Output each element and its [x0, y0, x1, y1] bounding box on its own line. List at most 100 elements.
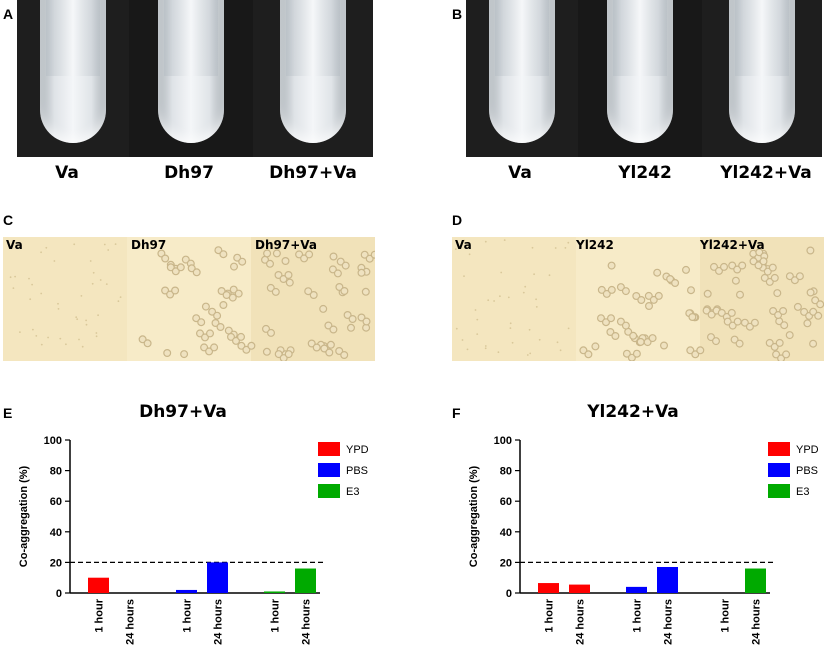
yeast-cell — [237, 341, 246, 350]
yeast-cell — [171, 286, 180, 295]
bacteria-dot — [12, 287, 15, 289]
yeast-cell — [181, 255, 190, 264]
bar — [745, 568, 766, 593]
yeast-cell — [740, 318, 749, 327]
bacteria-dot — [455, 327, 458, 330]
x-tick-label: 24 hours — [301, 599, 313, 645]
legend-label: E3 — [796, 486, 809, 498]
co-aggregation-chart-e: Co-aggregation (%) 0 20 40 60 80 100 1 hour 24 h… — [18, 435, 369, 645]
bacteria-dot — [484, 240, 487, 243]
y-tick-label: 0 — [506, 588, 512, 600]
yeast-cell — [348, 314, 357, 323]
yeast-cell — [765, 338, 774, 347]
yeast-cell — [309, 290, 318, 299]
yeast-cell — [790, 276, 799, 285]
y-tick-label: 80 — [500, 466, 512, 478]
bacteria-dot — [57, 308, 60, 310]
yeast-cell — [691, 350, 700, 359]
yeast-cell — [166, 263, 175, 272]
yeast-cell — [686, 346, 695, 355]
yeast-cell — [365, 254, 374, 263]
legend-label: YPD — [796, 444, 819, 456]
legend-swatch — [318, 463, 340, 477]
yeast-cell — [597, 285, 606, 294]
chart-title: Yl242+Va — [587, 402, 679, 422]
yeast-cell — [222, 290, 231, 299]
yeast-cell — [712, 337, 721, 346]
y-tick-label: 20 — [50, 557, 62, 569]
bacteria-dot — [535, 298, 537, 301]
yeast-cell — [279, 274, 288, 283]
yeast-cell — [723, 317, 732, 326]
bacteria-dot — [526, 354, 529, 356]
bar — [264, 591, 285, 593]
yeast-cell — [324, 321, 333, 330]
yeast-cell — [773, 289, 782, 298]
bacteria-dot — [95, 332, 98, 334]
yeast-cell — [738, 261, 747, 270]
yeast-cell — [206, 329, 215, 338]
bar — [207, 562, 228, 593]
yeast-cell — [720, 262, 729, 271]
yeast-cell — [370, 250, 375, 259]
legend-swatch — [318, 442, 340, 456]
yeast-cell — [632, 291, 641, 300]
yeast-cell — [325, 348, 334, 357]
bacteria-dot — [40, 343, 43, 346]
yeast-cell — [584, 350, 593, 359]
yeast-cell — [654, 291, 663, 300]
yeast-cell — [357, 313, 366, 322]
x-tick-label: 24 hours — [751, 599, 763, 645]
tube-label: Dh97+Va — [269, 163, 357, 183]
yeast-cells — [9, 243, 375, 361]
yeast-cell — [232, 336, 241, 345]
bacteria-dot — [484, 345, 487, 347]
yeast-cell — [616, 317, 625, 326]
bacteria-dot — [59, 337, 62, 340]
yeast-cell — [649, 295, 658, 304]
micrograph-label: Va — [6, 238, 23, 252]
x-tick-label: 1 hour — [632, 598, 644, 632]
yeast-cell — [733, 317, 742, 326]
yeast-cell — [688, 312, 697, 321]
yeast-cell — [326, 340, 335, 349]
yeast-cell — [800, 307, 809, 316]
bacteria-dot — [80, 295, 83, 297]
yeast-cell — [607, 285, 616, 294]
micrograph-c: Va Dh97 Dh97+Va — [3, 237, 375, 361]
yeast-cell — [262, 324, 271, 333]
yeast-cell — [305, 250, 314, 259]
legend-label: YPD — [346, 444, 369, 456]
y-tick-label: 80 — [50, 466, 62, 478]
yeast-cell — [811, 296, 820, 305]
bacteria-dot — [468, 253, 471, 256]
bacteria-dot — [78, 338, 80, 341]
micrograph-label: Dh97 — [131, 238, 167, 252]
bacteria-dot — [559, 349, 562, 352]
micrograph-label: Dh97+Va — [255, 238, 317, 252]
yeast-cell — [671, 278, 680, 287]
bacteria-dot — [535, 306, 538, 308]
yeast-cell — [274, 270, 283, 279]
yeast-cell — [621, 321, 630, 330]
x-tick-label: 1 hour — [544, 598, 556, 632]
bar — [569, 584, 590, 593]
yeast-cell — [636, 337, 645, 346]
yeast-cell — [176, 263, 185, 272]
yeast-cell — [727, 308, 736, 317]
yeast-cell — [591, 342, 600, 351]
tube-label: Va — [508, 163, 532, 183]
yeast-cell — [629, 331, 638, 340]
yeast-cell — [201, 302, 210, 311]
bar — [176, 589, 197, 593]
legend-swatch — [768, 484, 790, 498]
panel-letter-e: E — [3, 405, 13, 421]
y-tick-label: 100 — [44, 435, 62, 447]
yeast-cell — [166, 290, 175, 299]
yeast-cell — [775, 338, 784, 347]
yeast-cell — [229, 285, 238, 294]
yeast-cell — [187, 264, 196, 273]
yeast-cell — [769, 306, 778, 315]
yeast-cell — [696, 346, 705, 355]
yeast-cell — [281, 257, 290, 266]
